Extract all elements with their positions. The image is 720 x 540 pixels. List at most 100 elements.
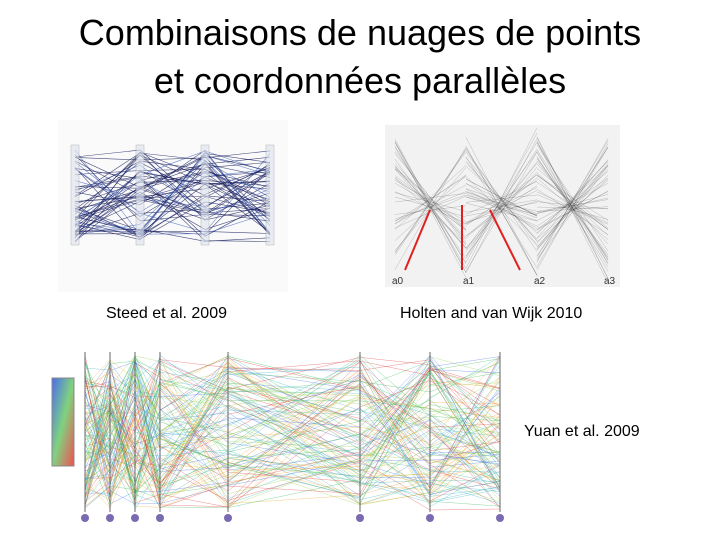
decor-line [74,171,271,233]
decor-line [536,159,609,244]
figure-holten [385,125,620,287]
decor-line [74,156,271,222]
decor-line [84,374,501,493]
arrow [489,209,521,271]
decor-line [394,175,467,241]
decor-line [394,141,467,273]
decor-line [394,167,467,251]
decor-line [394,165,467,249]
axis-bar [135,144,145,246]
decor-line [74,154,271,234]
decor-line [74,164,271,212]
decor-line [536,174,609,230]
decor-line [74,168,271,203]
decor-line [394,174,467,225]
decor-line [84,358,501,482]
decor-line [84,376,501,505]
decor-line [84,354,501,475]
decor-line [84,355,501,509]
decor-line [74,191,271,234]
decor-line [84,369,501,509]
decor-line [394,142,467,278]
decor-line [465,194,538,203]
decor-line [536,189,609,235]
decor-line [536,163,609,245]
decor-line [84,377,501,479]
decor-line [536,164,609,248]
decor-line [536,143,609,270]
decor-line [74,188,271,242]
axis-knob [426,514,434,522]
decor-line [536,162,609,250]
decor-line [84,356,501,481]
decor-line [536,172,609,236]
decor-line [74,153,271,233]
decor-line [394,191,467,224]
decor-line [536,158,609,258]
decor-line [394,196,467,218]
decor-line [536,152,609,264]
decor-line [536,197,609,214]
decor-line [394,153,467,243]
decor-line [536,171,609,231]
caption: Yuan et al. 2009 [524,423,640,440]
decor-line [394,166,467,248]
decor-line [85,356,501,494]
decor-line [74,150,271,221]
decor-line [536,146,609,257]
decor-line [84,372,501,508]
decor-line [465,166,538,256]
decor-line [465,178,538,217]
decor-line [465,162,538,249]
decor-line [465,178,538,217]
decor-line [465,183,538,232]
decor-line [74,172,271,237]
figure-steed [58,120,288,292]
decor-line [84,362,501,502]
color-legend [51,377,75,467]
decor-line [536,191,609,229]
decor-line [74,164,271,236]
decor-line [536,200,609,220]
axis-label: a0 [392,276,404,287]
decor-line [536,165,609,251]
decor-line [536,160,609,255]
decor-line [465,174,538,239]
decor-line [74,152,271,235]
decor-line [394,149,467,253]
decor-line [394,175,467,231]
decor-line [465,138,538,273]
decor-line [465,174,538,226]
decor-line [74,175,271,190]
decor-line [394,146,467,270]
axis-label: a2 [534,276,546,287]
decor-line [394,205,467,215]
decor-line [74,168,271,213]
decor-line [465,191,538,216]
decor-line [536,160,609,238]
axis-label: a3 [604,276,616,287]
decor-line [465,196,538,221]
decor-line [465,149,538,259]
decor-line [465,137,538,276]
decor-line [465,157,538,242]
decor-line [465,151,538,272]
decor-line [536,145,609,252]
axis-knob [156,514,164,522]
decor-line [394,151,467,246]
axis-knob [356,514,364,522]
decor-line [84,360,501,496]
decor-line [74,212,271,235]
decor-line [394,165,467,230]
decor-line [536,183,609,221]
decor-line [84,370,501,464]
decor-line [84,376,501,458]
decor-line [465,133,538,263]
decor-line [394,169,467,249]
decor-line [84,382,501,507]
decor-line [394,184,467,224]
decor-line [394,163,467,238]
decor-line [536,142,609,261]
decor-line [74,162,271,238]
decor-line [465,196,538,216]
